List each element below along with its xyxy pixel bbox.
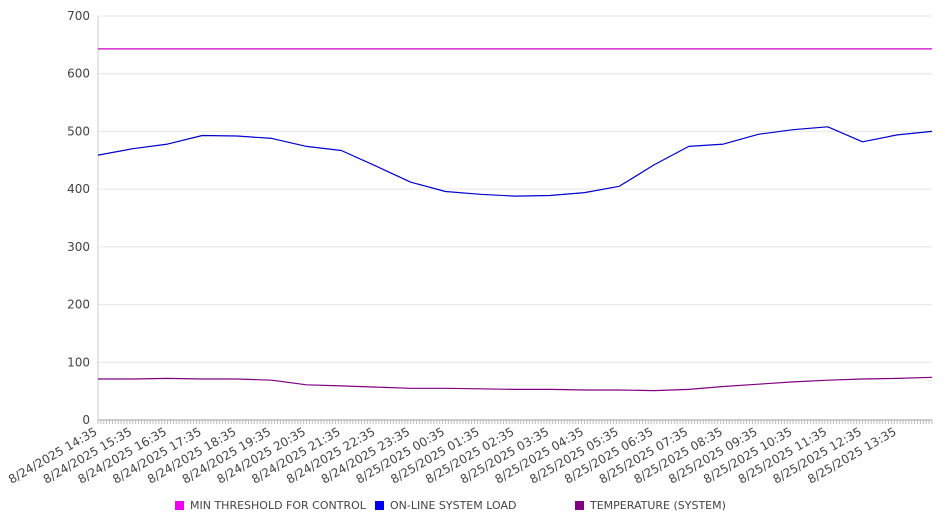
series-lines <box>97 48 933 392</box>
y-axis-ticks: 0 100 200 300 400 500 600 700 <box>67 9 90 427</box>
legend-item-min-threshold: MIN THRESHOLD FOR CONTROL <box>175 497 366 513</box>
legend-item-system-load: ON-LINE SYSTEM LOAD <box>375 497 516 513</box>
legend-label-temperature: TEMPERATURE (SYSTEM) <box>590 498 726 512</box>
y-tick-label: 200 <box>67 298 90 312</box>
legend-label-system-load: ON-LINE SYSTEM LOAD <box>390 498 517 512</box>
legend-swatch-system-load <box>375 500 384 510</box>
system-load-line <box>97 126 933 197</box>
y-tick-label: 300 <box>67 240 90 254</box>
x-axis-ticks: 8/24/2025 14:358/24/2025 15:358/24/2025 … <box>6 420 933 487</box>
y-tick-label: 100 <box>67 355 90 369</box>
y-tick-label: 700 <box>67 9 90 23</box>
legend-swatch-temperature <box>575 500 584 510</box>
temperature-line <box>98 376 933 392</box>
legend-item-temperature: TEMPERATURE (SYSTEM) <box>575 497 726 513</box>
gridlines <box>98 15 932 363</box>
legend-label-min-threshold: MIN THRESHOLD FOR CONTROL <box>190 498 366 512</box>
y-tick-label: 500 <box>67 124 90 138</box>
y-tick-label: 0 <box>82 413 90 427</box>
legend: MIN THRESHOLD FOR CONTROL ON-LINE SYSTEM… <box>0 497 946 515</box>
y-tick-label: 600 <box>67 67 90 81</box>
legend-swatch-min-threshold <box>175 500 184 510</box>
y-tick-label: 400 <box>67 182 90 196</box>
